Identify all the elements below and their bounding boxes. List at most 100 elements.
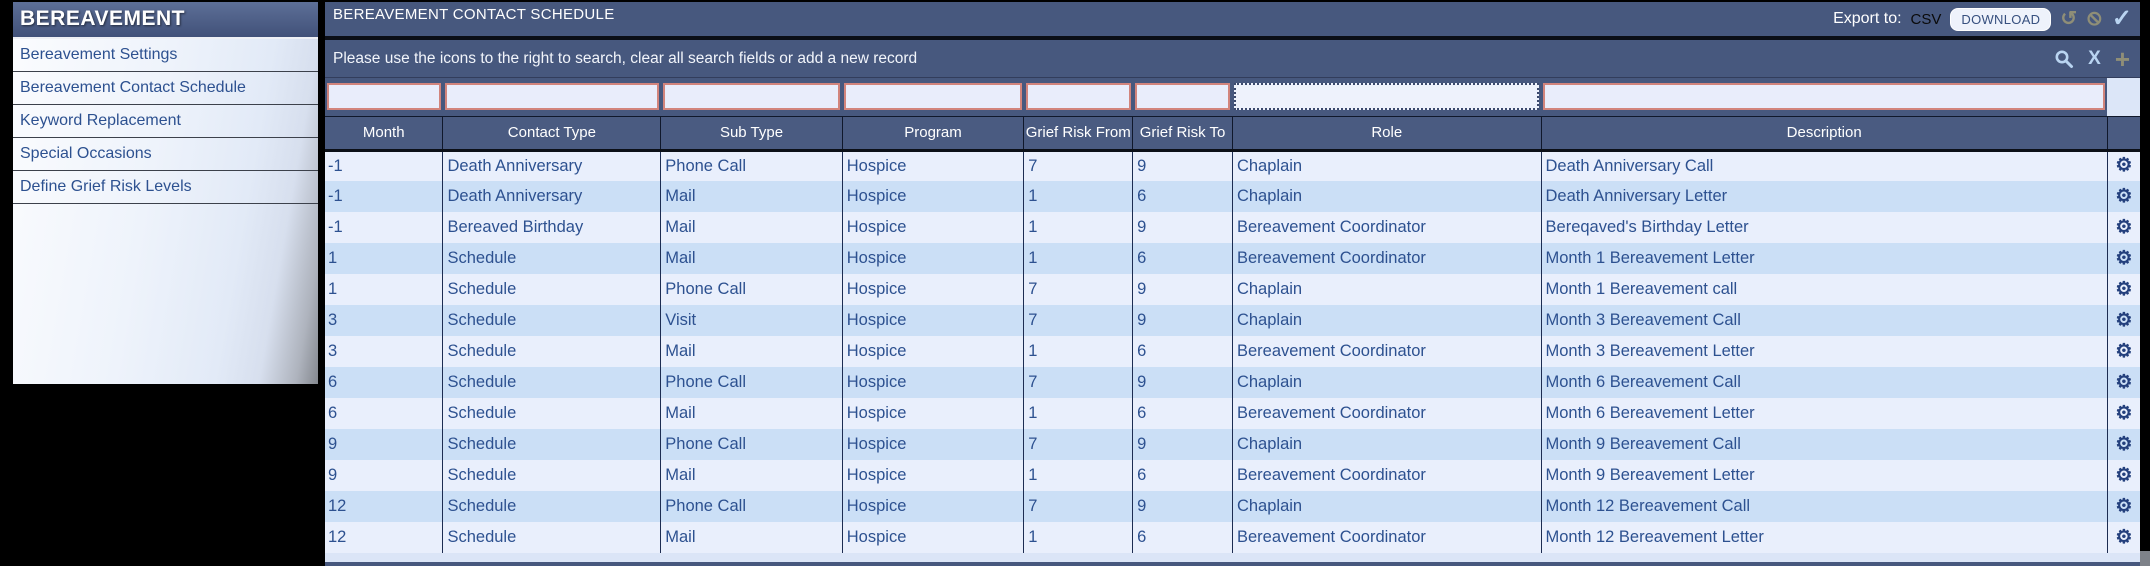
gear-icon[interactable]: ⚙ xyxy=(2115,247,2133,269)
gear-icon[interactable]: ⚙ xyxy=(2115,309,2133,331)
cell-month: 1 xyxy=(325,243,443,274)
table-row[interactable]: -1 Death Anniversary Phone Call Hospice … xyxy=(325,150,2140,181)
scrollbar-corner xyxy=(2140,551,2150,566)
column-header-contact-type: Contact Type xyxy=(442,115,661,152)
column-header-grief-risk-to: Grief Risk To xyxy=(1132,115,1233,152)
cell-description: Month 12 Bereavement Call xyxy=(1540,491,2108,522)
cell-month: 9 xyxy=(325,460,443,491)
filter-sub-type-input[interactable] xyxy=(662,83,841,111)
gear-icon[interactable]: ⚙ xyxy=(2115,278,2133,300)
cell-contact-type: Schedule xyxy=(442,522,661,553)
gear-icon[interactable]: ⚙ xyxy=(2115,155,2133,177)
cell-description: Month 3 Bereavement Call xyxy=(1540,305,2108,336)
filter-role-input[interactable] xyxy=(1234,83,1540,111)
table-row[interactable]: 12 Schedule Phone Call Hospice 7 9 Chapl… xyxy=(325,491,2140,522)
filter-program-input[interactable] xyxy=(844,83,1022,111)
filter-grief-risk-from-input[interactable] xyxy=(1025,83,1131,111)
add-record-icon[interactable]: + xyxy=(2114,43,2130,74)
instruction-bar: Please use the icons to the right to sea… xyxy=(325,40,2140,78)
row-actions-cell: ⚙ xyxy=(2106,398,2140,429)
cell-grief-risk-from: 7 xyxy=(1023,367,1133,398)
cell-sub-type: Mail xyxy=(660,243,843,274)
column-header-description: Description xyxy=(1540,115,2108,152)
table-row[interactable]: 6 Schedule Mail Hospice 1 6 Bereavement … xyxy=(325,398,2140,429)
cell-sub-type: Mail xyxy=(660,522,843,553)
gear-icon[interactable]: ⚙ xyxy=(2115,340,2133,362)
cell-month: 6 xyxy=(325,398,443,429)
gear-icon[interactable]: ⚙ xyxy=(2115,402,2133,424)
gear-icon[interactable]: ⚙ xyxy=(2115,464,2133,486)
column-header-sub-type: Sub Type xyxy=(660,115,843,152)
row-actions-cell: ⚙ xyxy=(2106,305,2140,336)
row-actions-cell: ⚙ xyxy=(2106,491,2140,522)
export-format-select[interactable]: CSV xyxy=(1910,10,1942,28)
column-header-program: Program xyxy=(841,115,1024,152)
cell-grief-risk-from: 1 xyxy=(1023,336,1133,367)
cell-grief-risk-to: 9 xyxy=(1132,150,1233,181)
cell-grief-risk-to: 6 xyxy=(1132,181,1233,212)
table-row[interactable]: 12 Schedule Mail Hospice 1 6 Bereavement… xyxy=(325,522,2140,553)
cell-sub-type: Mail xyxy=(660,181,843,212)
sidebar-item-special-occasions[interactable]: Special Occasions xyxy=(13,138,318,171)
gear-icon[interactable]: ⚙ xyxy=(2115,526,2133,548)
cell-month: -1 xyxy=(325,150,443,181)
table-row[interactable]: 9 Schedule Phone Call Hospice 7 9 Chapla… xyxy=(325,429,2140,460)
cell-description: Month 1 Bereavement call xyxy=(1540,274,2108,305)
filter-grief-risk-to-input[interactable] xyxy=(1134,83,1231,111)
cell-role: Bereavement Coordinator xyxy=(1231,398,1542,429)
cell-grief-risk-from: 1 xyxy=(1023,522,1133,553)
cell-program: Hospice xyxy=(841,367,1024,398)
confirm-icon[interactable]: ✓ xyxy=(2111,5,2132,32)
sidebar-item-define-grief-risk-levels[interactable]: Define Grief Risk Levels xyxy=(13,171,318,204)
history-icon[interactable]: ↺ xyxy=(2060,8,2078,30)
table-row[interactable]: 1 Schedule Phone Call Hospice 7 9 Chapla… xyxy=(325,274,2140,305)
table-row[interactable]: 9 Schedule Mail Hospice 1 6 Bereavement … xyxy=(325,460,2140,491)
cell-grief-risk-from: 1 xyxy=(1023,243,1133,274)
cell-contact-type: Schedule xyxy=(442,243,661,274)
export-to-label: Export to: xyxy=(1833,10,1902,27)
table-row[interactable]: -1 Death Anniversary Mail Hospice 1 6 Ch… xyxy=(325,181,2140,212)
clear-search-icon[interactable]: X xyxy=(2088,47,2101,69)
cell-program: Hospice xyxy=(841,336,1024,367)
table-row[interactable]: 6 Schedule Phone Call Hospice 7 9 Chapla… xyxy=(325,367,2140,398)
cell-grief-risk-to: 9 xyxy=(1132,367,1233,398)
bereavement-contact-schedule-panel: BEREAVEMENT CONTACT SCHEDULE Export to: … xyxy=(325,2,2140,566)
filter-description-input[interactable] xyxy=(1543,83,2106,111)
gear-icon[interactable]: ⚙ xyxy=(2115,433,2133,455)
cell-description: Death Anniversary Letter xyxy=(1540,181,2108,212)
cell-sub-type: Phone Call xyxy=(660,367,843,398)
gear-icon[interactable]: ⚙ xyxy=(2115,371,2133,393)
table-footer-strip xyxy=(325,553,2140,562)
filter-month-input[interactable] xyxy=(327,83,441,111)
instruction-text: Please use the icons to the right to sea… xyxy=(333,49,918,67)
cell-month: 12 xyxy=(325,522,443,553)
download-button[interactable]: DOWNLOAD xyxy=(1950,7,2052,31)
search-icon[interactable] xyxy=(2054,49,2074,69)
cell-description: Month 6 Bereavement Letter xyxy=(1540,398,2108,429)
gear-icon[interactable]: ⚙ xyxy=(2115,216,2133,238)
cell-program: Hospice xyxy=(841,305,1024,336)
gear-icon[interactable]: ⚙ xyxy=(2115,495,2133,517)
filter-contact-type-input[interactable] xyxy=(444,83,659,111)
cancel-icon[interactable]: ⊘ xyxy=(2086,8,2103,30)
cell-sub-type: Phone Call xyxy=(660,150,843,181)
table-row[interactable]: 3 Schedule Visit Hospice 7 9 Chaplain Mo… xyxy=(325,305,2140,336)
table-row[interactable]: 1 Schedule Mail Hospice 1 6 Bereavement … xyxy=(325,243,2140,274)
sidebar-item-keyword-replacement[interactable]: Keyword Replacement xyxy=(13,105,318,138)
cell-program: Hospice xyxy=(841,522,1024,553)
cell-grief-risk-from: 1 xyxy=(1023,181,1133,212)
row-actions-cell: ⚙ xyxy=(2106,274,2140,305)
table-row[interactable]: 3 Schedule Mail Hospice 1 6 Bereavement … xyxy=(325,336,2140,367)
cell-sub-type: Mail xyxy=(660,460,843,491)
grid-action-icons: X + xyxy=(2054,43,2130,74)
sidebar-item-bereavement-contact-schedule[interactable]: Bereavement Contact Schedule xyxy=(13,72,318,105)
sidebar-item-bereavement-settings[interactable]: Bereavement Settings xyxy=(13,39,318,72)
cell-description: Month 1 Bereavement Letter xyxy=(1540,243,2108,274)
cell-role: Bereavement Coordinator xyxy=(1231,243,1542,274)
cell-month: -1 xyxy=(325,181,443,212)
cell-grief-risk-from: 7 xyxy=(1023,305,1133,336)
gear-icon[interactable]: ⚙ xyxy=(2115,185,2133,207)
table-row[interactable]: -1 Bereaved Birthday Mail Hospice 1 9 Be… xyxy=(325,212,2140,243)
cell-grief-risk-from: 7 xyxy=(1023,429,1133,460)
cell-role: Chaplain xyxy=(1231,491,1542,522)
